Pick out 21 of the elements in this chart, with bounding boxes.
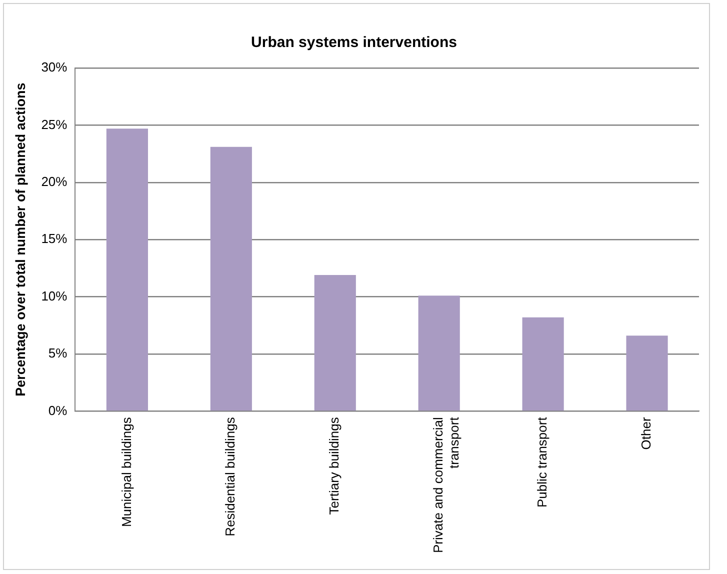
bar [418, 296, 460, 411]
x-tick-label: Residential buildings [222, 416, 238, 536]
bar [210, 146, 252, 411]
x-tick-label: Municipal buildings [118, 416, 134, 528]
y-axis-title: Percentage over total number of planned actions [12, 82, 28, 396]
x-tick-label: Tertiary buildings [326, 416, 342, 515]
y-tick-label: 5% [48, 346, 68, 361]
chart-title: Urban systems interventions [251, 34, 457, 52]
bar [106, 128, 148, 411]
x-tick-label: Private and commercial transport [430, 416, 462, 553]
y-tick-label: 25% [41, 116, 68, 132]
y-tick-label: 30% [41, 60, 68, 75]
y-tick-label: 15% [41, 231, 68, 246]
bar [522, 317, 564, 411]
y-tick-label: 10% [41, 288, 68, 304]
y-tick-label: 0% [48, 402, 68, 418]
x-tick-label: Public transport [534, 416, 550, 508]
bar [314, 275, 356, 411]
bar [626, 336, 668, 411]
y-tick-label: 20% [41, 174, 68, 189]
x-tick-label: Other [638, 416, 654, 450]
